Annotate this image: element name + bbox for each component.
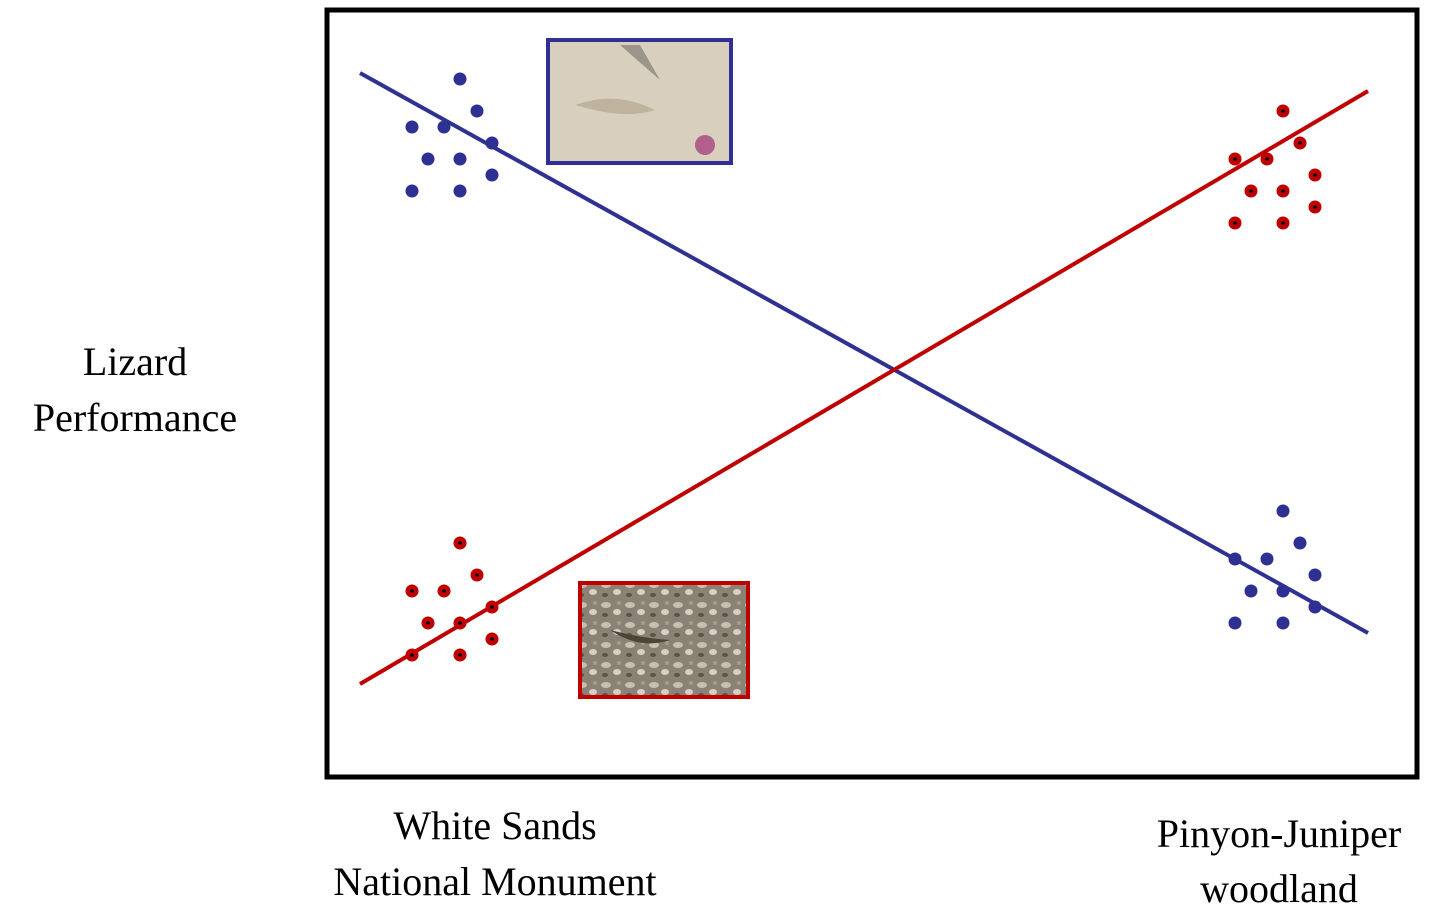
dot-center — [458, 653, 462, 657]
white-sands-lizard-photo — [548, 40, 731, 163]
dot-center — [410, 653, 414, 657]
individual-dot — [486, 169, 499, 182]
individual-dot — [406, 185, 419, 198]
habitat-label-line: Pinyon-Juniper — [1157, 811, 1401, 856]
y-label-line: Lizard — [83, 339, 187, 384]
individual-dot — [454, 153, 467, 166]
white-sands-lizard-line — [360, 73, 1368, 633]
page: {"y_label": ["Lizard", "Performance"], "… — [0, 0, 1432, 913]
dot-center — [410, 589, 414, 593]
reaction-norm-diagram: Lizard Performance White Sands National … — [0, 0, 1432, 913]
plot-frame — [327, 10, 1417, 777]
dot-center — [1233, 221, 1237, 225]
individual-dot — [486, 137, 499, 150]
dot-center — [490, 637, 494, 641]
dot-center — [426, 621, 430, 625]
dot-center — [1313, 173, 1317, 177]
dot-center — [1281, 189, 1285, 193]
individual-dot — [406, 121, 419, 134]
habitat-label-line: National Monument — [333, 859, 656, 904]
individual-dot — [1277, 617, 1290, 630]
dot-center — [458, 621, 462, 625]
individual-dot — [1229, 617, 1242, 630]
dot-center — [1265, 157, 1269, 161]
y-label-line: Performance — [33, 395, 237, 440]
individual-dot — [1245, 585, 1258, 598]
individual-dot — [1277, 585, 1290, 598]
individual-dot — [454, 73, 467, 86]
individual-dot — [1229, 553, 1242, 566]
dot-center — [1313, 205, 1317, 209]
dot-center — [458, 541, 462, 545]
individual-dot — [1277, 505, 1290, 518]
woodland-lizard-photo — [580, 583, 748, 697]
dot-center — [442, 589, 446, 593]
dot-center — [1298, 141, 1302, 145]
dot-center — [1233, 157, 1237, 161]
dot-center — [490, 605, 494, 609]
dot-center — [1281, 221, 1285, 225]
dot-center — [1281, 109, 1285, 113]
dot-center — [475, 573, 479, 577]
individual-dot — [1294, 537, 1307, 550]
individual-dot — [438, 121, 451, 134]
individual-points — [406, 73, 1322, 662]
habitat-label-line: woodland — [1200, 866, 1358, 911]
individual-dot — [1309, 601, 1322, 614]
individual-dot — [454, 185, 467, 198]
habitat-label-line: White Sands — [393, 803, 596, 848]
individual-dot — [422, 153, 435, 166]
dot-center — [1249, 189, 1253, 193]
woodland-lizard-line — [360, 91, 1368, 684]
individual-dot — [471, 105, 484, 118]
individual-dot — [1261, 553, 1274, 566]
individual-dot — [1309, 569, 1322, 582]
